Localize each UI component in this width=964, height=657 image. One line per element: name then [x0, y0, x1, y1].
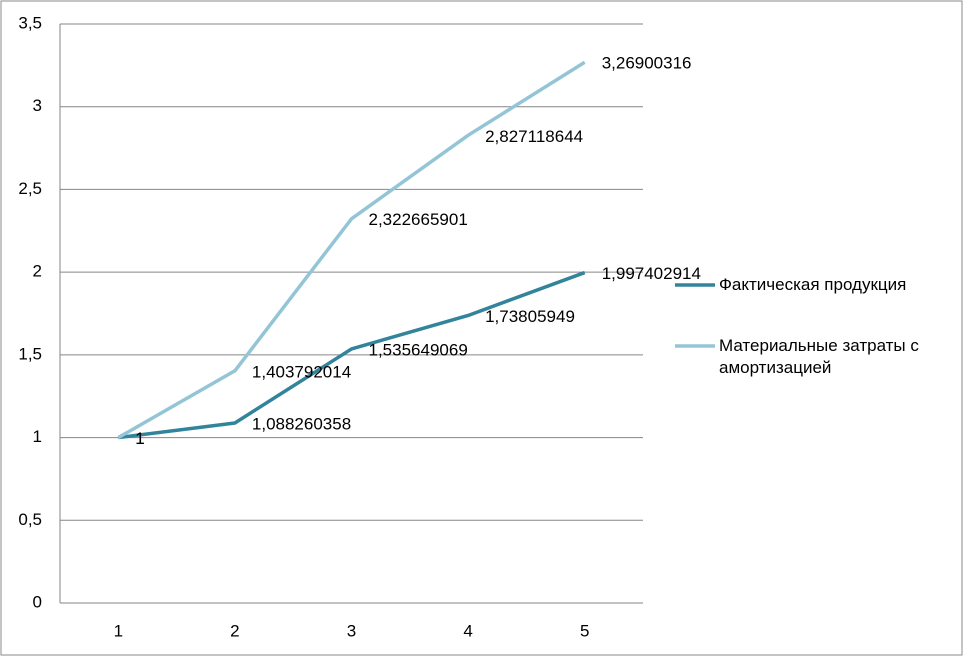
- data-label: 1,73805949: [485, 307, 575, 326]
- data-label: 1,997402914: [602, 264, 701, 283]
- series-line: [117, 60, 586, 440]
- y-tick-label: 1: [33, 427, 42, 446]
- y-tick-label: 0: [33, 592, 42, 611]
- data-label: 1,535649069: [369, 340, 468, 359]
- legend-label: Материальные затраты с амортизацией: [719, 336, 919, 377]
- data-label: 2,322665901: [369, 210, 468, 229]
- x-tick-label: 2: [230, 621, 239, 640]
- y-tick-label: 2,5: [18, 179, 42, 198]
- y-tick-label: 3: [33, 96, 42, 115]
- x-tick-label: 5: [580, 621, 589, 640]
- x-tick-label: 4: [463, 621, 472, 640]
- y-tick-label: 3,5: [18, 13, 42, 32]
- data-label: 2,827118644: [485, 127, 583, 146]
- y-tick-label: 2: [33, 262, 42, 281]
- data-label: 3,26900316: [602, 54, 692, 73]
- data-label: 1: [135, 429, 144, 448]
- series-line: [118, 270, 586, 440]
- data-label: 1,088260358: [252, 414, 351, 433]
- data-label: 1: [135, 429, 144, 448]
- y-tick-label: 0,5: [18, 510, 42, 529]
- legend-label: Фактическая продукция: [719, 275, 907, 294]
- x-tick-label: 3: [347, 621, 356, 640]
- y-tick-label: 1,5: [18, 344, 42, 363]
- x-tick-label: 1: [114, 621, 123, 640]
- data-label: 1,403792014: [252, 362, 351, 381]
